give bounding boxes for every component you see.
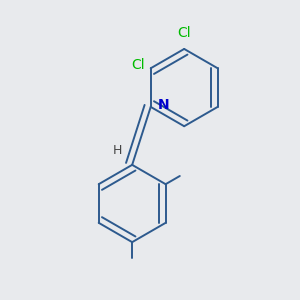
Text: Cl: Cl [131, 58, 145, 72]
Text: Cl: Cl [177, 26, 191, 40]
Text: N: N [158, 98, 170, 112]
Text: H: H [112, 144, 122, 158]
